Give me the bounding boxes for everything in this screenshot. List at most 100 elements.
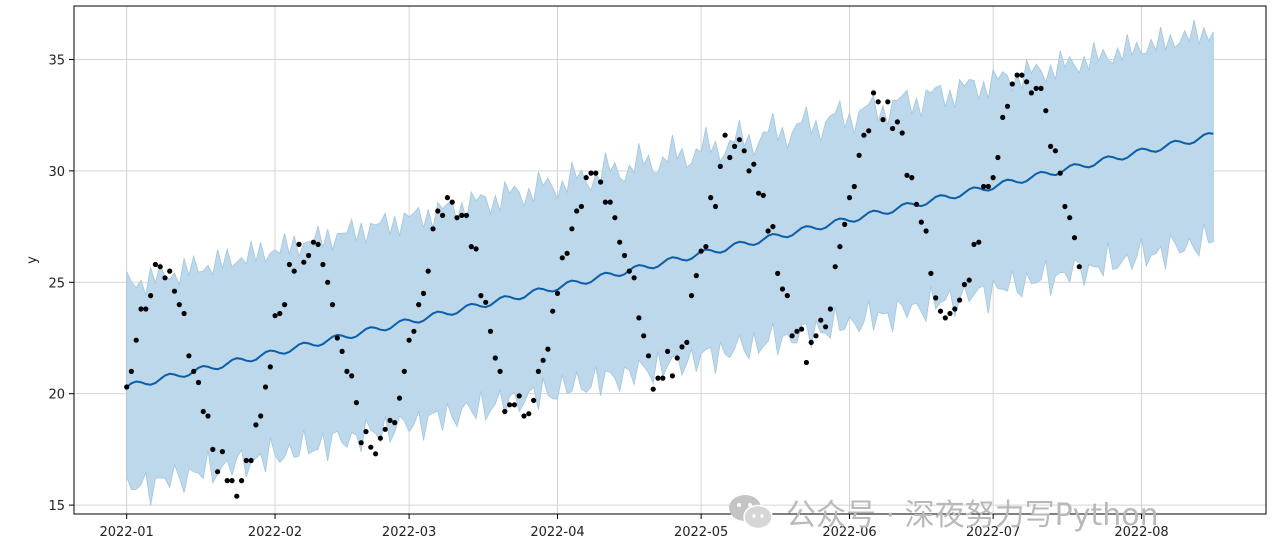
observed-point bbox=[301, 259, 307, 265]
forecast-yhat-line bbox=[126, 132, 1214, 388]
observed-point bbox=[851, 183, 857, 190]
observed-point bbox=[712, 203, 719, 210]
observed-point bbox=[818, 317, 824, 323]
observed-point bbox=[545, 346, 551, 352]
observed-point bbox=[842, 221, 848, 227]
observed-point bbox=[918, 219, 924, 225]
observed-point bbox=[899, 130, 905, 136]
observed-point bbox=[875, 99, 881, 105]
observed-point bbox=[1019, 72, 1025, 78]
observed-point bbox=[708, 195, 714, 201]
observed-point bbox=[248, 457, 254, 464]
x-tick-label: 2022-04 bbox=[530, 525, 584, 540]
observed-point bbox=[1014, 72, 1020, 78]
observed-point bbox=[612, 215, 618, 221]
observed-point bbox=[688, 293, 695, 299]
observed-point bbox=[511, 402, 517, 408]
observed-point bbox=[760, 192, 766, 198]
observed-point bbox=[473, 246, 479, 252]
observed-point bbox=[803, 359, 810, 366]
observed-point bbox=[593, 170, 599, 176]
observed-point bbox=[1000, 114, 1006, 120]
observed-point bbox=[578, 203, 585, 210]
observed-point bbox=[291, 268, 297, 274]
observed-point bbox=[559, 255, 565, 261]
observed-point bbox=[186, 353, 192, 359]
observed-point bbox=[813, 333, 819, 339]
observed-point bbox=[152, 261, 158, 268]
observed-point bbox=[181, 310, 187, 317]
observed-point bbox=[310, 239, 316, 245]
observed-point bbox=[234, 493, 240, 499]
observed-point bbox=[990, 175, 996, 181]
observed-point bbox=[765, 228, 771, 234]
observed-point bbox=[272, 313, 278, 319]
observed-point bbox=[176, 302, 182, 308]
observed-point bbox=[286, 261, 292, 268]
observed-point bbox=[210, 446, 216, 452]
observed-point bbox=[353, 400, 359, 406]
x-tick-label: 2022-07 bbox=[966, 525, 1020, 540]
x-tick-label: 2022-03 bbox=[382, 525, 436, 540]
watermark-text: 公众号 · 深夜努力写Python bbox=[786, 498, 1159, 533]
observed-point bbox=[626, 268, 632, 274]
observed-point bbox=[277, 310, 283, 317]
observed-point bbox=[880, 117, 886, 123]
observed-point bbox=[866, 128, 872, 134]
observed-point bbox=[349, 373, 355, 379]
observed-point bbox=[669, 373, 676, 379]
observed-point bbox=[148, 293, 154, 299]
observed-point bbox=[396, 395, 403, 401]
observed-point bbox=[827, 306, 834, 312]
observed-point bbox=[870, 90, 877, 96]
observed-point bbox=[904, 172, 910, 178]
observed-point bbox=[224, 478, 230, 484]
observed-point bbox=[751, 161, 757, 167]
observed-point bbox=[449, 199, 455, 205]
observed-point bbox=[239, 478, 245, 484]
watermark: 公众号 · 深夜努力写Python bbox=[726, 490, 1159, 534]
y-tick-label: 15 bbox=[48, 499, 65, 514]
observed-point bbox=[344, 368, 350, 374]
observed-point bbox=[746, 168, 752, 174]
observed-point bbox=[1071, 235, 1078, 241]
observed-point bbox=[478, 293, 484, 299]
y-tick-label: 25 bbox=[48, 276, 65, 291]
observed-point bbox=[995, 154, 1001, 161]
observed-point bbox=[574, 208, 580, 214]
plot-frame bbox=[73, 5, 1267, 515]
observed-point bbox=[966, 277, 972, 283]
x-tick-label: 2022-06 bbox=[822, 525, 876, 540]
observed-point bbox=[387, 417, 393, 423]
observed-point bbox=[641, 333, 647, 339]
observed-point bbox=[444, 195, 450, 201]
observed-point bbox=[253, 422, 259, 428]
observed-point bbox=[679, 344, 685, 350]
observed-points bbox=[124, 72, 1082, 499]
observed-point bbox=[339, 348, 345, 354]
observed-point bbox=[440, 212, 446, 218]
observed-point bbox=[981, 183, 987, 190]
observed-point bbox=[832, 264, 838, 270]
observed-point bbox=[1028, 90, 1034, 96]
observed-point bbox=[569, 226, 575, 232]
observed-point bbox=[588, 170, 594, 176]
observed-point bbox=[167, 268, 173, 274]
observed-point bbox=[985, 183, 991, 190]
observed-point bbox=[665, 348, 671, 354]
observed-point bbox=[258, 413, 264, 419]
observed-point bbox=[602, 199, 609, 205]
observed-point bbox=[205, 413, 211, 419]
observed-point bbox=[808, 339, 814, 345]
observed-point bbox=[933, 295, 939, 301]
observed-point bbox=[157, 264, 163, 270]
observed-point bbox=[282, 302, 288, 308]
observed-point bbox=[1038, 85, 1044, 91]
observed-point bbox=[1052, 148, 1058, 154]
observed-point bbox=[454, 215, 460, 221]
observed-point bbox=[732, 143, 738, 149]
observed-point bbox=[693, 273, 699, 279]
observed-point bbox=[200, 408, 206, 415]
observed-point bbox=[468, 244, 474, 250]
observed-point bbox=[861, 132, 867, 138]
